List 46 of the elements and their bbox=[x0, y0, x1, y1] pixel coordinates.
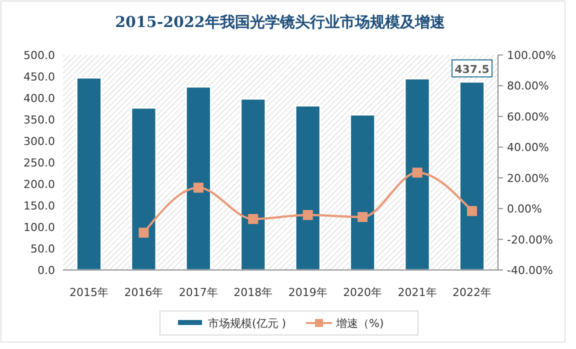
y-tick-label: 50.0 bbox=[30, 242, 55, 256]
legend-label: 市场规模(亿元 ) bbox=[208, 317, 286, 330]
point bbox=[302, 210, 313, 220]
x-tick-label: 2020年 bbox=[343, 286, 382, 299]
bar bbox=[350, 114, 376, 271]
x-tick-label: 2017年 bbox=[178, 286, 218, 299]
point bbox=[412, 168, 422, 178]
y2-tick-label: -20.00% bbox=[507, 233, 553, 246]
y-tick-label: 300.0 bbox=[24, 135, 55, 148]
x-tick-label: 2021年 bbox=[398, 286, 437, 299]
y-tick-label: 0.0 bbox=[38, 264, 55, 277]
y-tick-label: 150.0 bbox=[24, 200, 55, 212]
x-tick-label: 2018年 bbox=[234, 286, 273, 299]
y-tick-label: 250.0 bbox=[24, 156, 55, 170]
x-tick-label: 2022年 bbox=[452, 286, 492, 299]
bar bbox=[294, 104, 321, 271]
y-tick-label: 500.0 bbox=[24, 49, 55, 62]
point bbox=[358, 212, 368, 222]
y-tick-label: 450.0 bbox=[24, 70, 55, 84]
y-tick-label: 200.0 bbox=[24, 178, 55, 191]
point bbox=[467, 206, 478, 216]
bar bbox=[76, 77, 102, 271]
y-tick-label: 100.0 bbox=[24, 221, 55, 234]
y2-tick-label: 20.00% bbox=[507, 172, 549, 185]
legend-label: 增速（%) bbox=[335, 317, 384, 330]
x-tick-label: 2015年 bbox=[69, 286, 108, 299]
y2-tick-label: 80.00% bbox=[507, 80, 549, 93]
x-tick-label: 2016年 bbox=[124, 286, 164, 299]
y2-tick-label: 60.00% bbox=[507, 110, 549, 124]
data-label: 437.5 bbox=[454, 62, 490, 76]
y2-tick-label: 100.00% bbox=[507, 49, 556, 62]
y2-tick-label: 40.00% bbox=[507, 141, 549, 154]
point bbox=[248, 214, 258, 224]
bar bbox=[185, 86, 212, 271]
bar bbox=[240, 98, 266, 271]
chart-title: 2015-2022年我国光学镜头行业市场规模及增速 bbox=[115, 13, 446, 31]
bar bbox=[130, 107, 157, 271]
y-tick-label: 350.0 bbox=[24, 114, 55, 126]
point bbox=[193, 182, 204, 193]
point bbox=[138, 228, 149, 238]
bar bbox=[404, 78, 430, 271]
bar bbox=[458, 81, 486, 271]
y2-tick-label: -40.00% bbox=[507, 264, 553, 277]
x-tick-label: 2019年 bbox=[288, 286, 328, 299]
y2-tick-label: 0.00% bbox=[507, 202, 542, 216]
y-tick-label: 400.0 bbox=[24, 92, 55, 105]
